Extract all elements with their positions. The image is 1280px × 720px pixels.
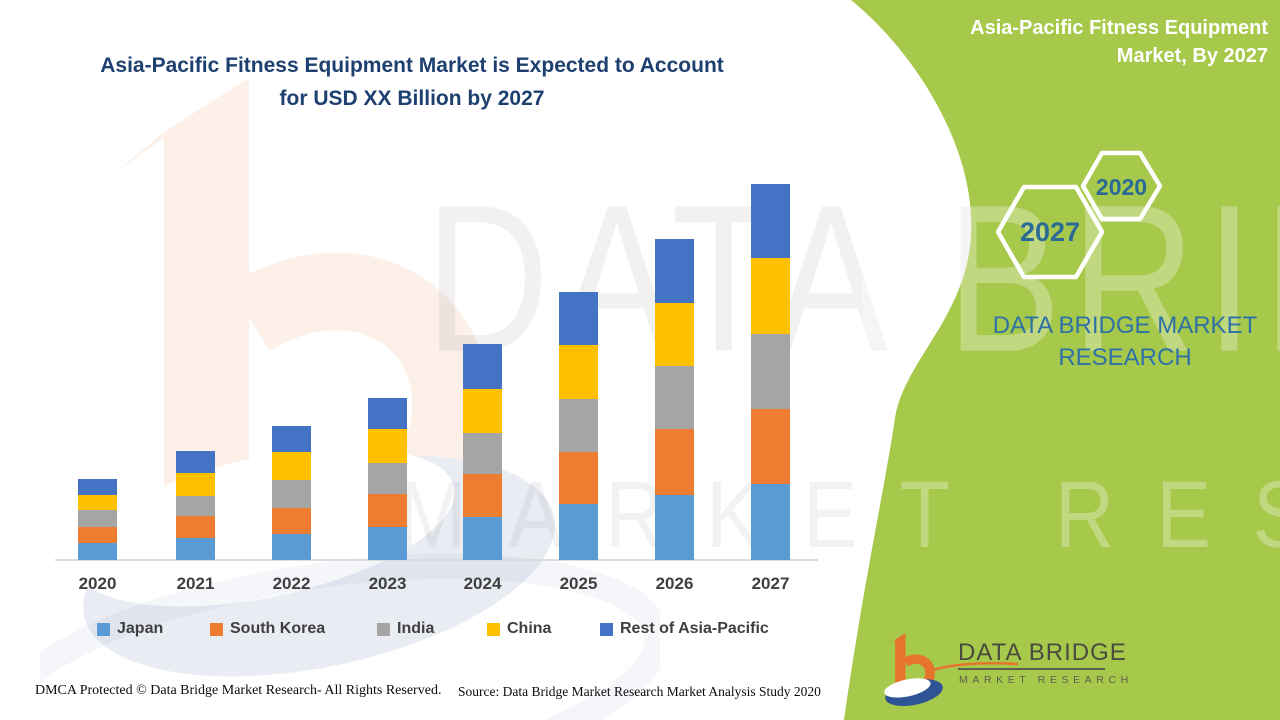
x-axis-label-2021: 2021 xyxy=(176,574,215,593)
bar-segment-south-korea xyxy=(176,516,215,538)
legend-label-china: China xyxy=(507,620,552,637)
legend-item-japan: Japan xyxy=(97,620,163,638)
stacked-bar-2024 xyxy=(463,344,502,560)
legend-item-india: India xyxy=(377,620,434,638)
bar-segment-india xyxy=(78,510,117,527)
bar-segment-india xyxy=(272,480,311,508)
x-axis-line xyxy=(55,559,818,561)
x-axis-label-2026: 2026 xyxy=(655,574,694,593)
legend-item-south-korea: South Korea xyxy=(210,620,325,638)
source-note: Source: Data Bridge Market Research Mark… xyxy=(458,684,821,699)
bar-segment-japan xyxy=(463,517,502,560)
bar-segment-china xyxy=(272,452,311,480)
legend-swatch-china xyxy=(487,622,500,636)
legend-label-south-korea: South Korea xyxy=(230,620,326,637)
x-axis-label-2023: 2023 xyxy=(368,574,407,593)
legend-label-india: India xyxy=(397,620,435,637)
bar-segment-india xyxy=(368,463,407,494)
bar-segment-china xyxy=(655,303,694,366)
bar-segment-rest-of-asia-pacific xyxy=(751,184,790,258)
bar-segment-india xyxy=(463,433,502,474)
x-axis-label-2022: 2022 xyxy=(272,574,311,593)
legend-swatch-south-korea xyxy=(210,622,223,636)
bar-segment-rest-of-asia-pacific xyxy=(78,479,117,495)
bar-segment-japan xyxy=(655,495,694,560)
bar-segment-rest-of-asia-pacific xyxy=(368,398,407,429)
stacked-bar-2027 xyxy=(751,184,790,560)
bar-segment-south-korea xyxy=(751,409,790,484)
hexagon-label-2020: 2020 xyxy=(1095,174,1148,200)
bar-segment-india xyxy=(176,496,215,516)
bar-segment-china xyxy=(176,473,215,496)
bar-segment-rest-of-asia-pacific xyxy=(176,451,215,473)
stacked-bar-2021 xyxy=(176,451,215,560)
bar-segment-rest-of-asia-pacific xyxy=(272,426,311,452)
bar-segment-china xyxy=(368,429,407,463)
bar-segment-japan xyxy=(272,534,311,560)
bar-segment-rest-of-asia-pacific xyxy=(559,292,598,345)
legend-item-rest-of-asia-pacific: Rest of Asia-Pacific xyxy=(600,620,769,638)
legend-swatch-india xyxy=(377,622,390,636)
bar-segment-india xyxy=(655,366,694,429)
legend-label-japan: Japan xyxy=(117,620,164,637)
footer-logo-title: DATA BRIDGE xyxy=(958,639,1127,666)
legend-label-rest-of-asia-pacific: Rest of Asia-Pacific xyxy=(620,620,769,637)
bar-segment-china xyxy=(751,258,790,334)
bar-segment-south-korea xyxy=(655,429,694,495)
bar-segment-china xyxy=(78,495,117,510)
dmca-notice: DMCA Protected © Data Bridge Market Rese… xyxy=(35,683,442,698)
bar-segment-india xyxy=(559,399,598,452)
stacked-bar-2022 xyxy=(272,426,311,560)
x-axis-label-2024: 2024 xyxy=(463,574,502,593)
stacked-bar-2023 xyxy=(368,398,407,560)
bar-segment-south-korea xyxy=(463,474,502,517)
bar-segment-south-korea xyxy=(78,527,117,543)
bar-segment-rest-of-asia-pacific xyxy=(463,344,502,389)
x-axis-label-2027: 2027 xyxy=(751,574,790,593)
bar-segment-japan xyxy=(78,543,117,560)
bar-segment-south-korea xyxy=(272,508,311,534)
bar-segment-china xyxy=(463,389,502,433)
legend-item-china: China xyxy=(487,620,551,638)
bar-segment-india xyxy=(751,334,790,409)
bar-segment-japan xyxy=(559,504,598,560)
stacked-bar-2020 xyxy=(78,479,117,560)
bar-segment-china xyxy=(559,345,598,399)
bar-segment-south-korea xyxy=(559,452,598,504)
footer-logo-rule xyxy=(958,668,1105,670)
x-axis-label-2020: 2020 xyxy=(78,574,117,593)
bar-segment-japan xyxy=(368,527,407,560)
legend-swatch-rest-of-asia-pacific xyxy=(600,622,613,636)
bar-segment-japan xyxy=(176,538,215,560)
x-axis-label-2025: 2025 xyxy=(559,574,598,593)
bar-segment-south-korea xyxy=(368,494,407,527)
hexagon-label-2027: 2027 xyxy=(1019,217,1081,247)
bar-segment-japan xyxy=(751,484,790,560)
legend-swatch-japan xyxy=(97,622,110,636)
stacked-bar-2026 xyxy=(655,239,694,560)
stacked-bar-2025 xyxy=(559,292,598,560)
footer-logo-subtitle: MARKET RESEARCH xyxy=(959,674,1133,686)
bar-segment-rest-of-asia-pacific xyxy=(655,239,694,303)
